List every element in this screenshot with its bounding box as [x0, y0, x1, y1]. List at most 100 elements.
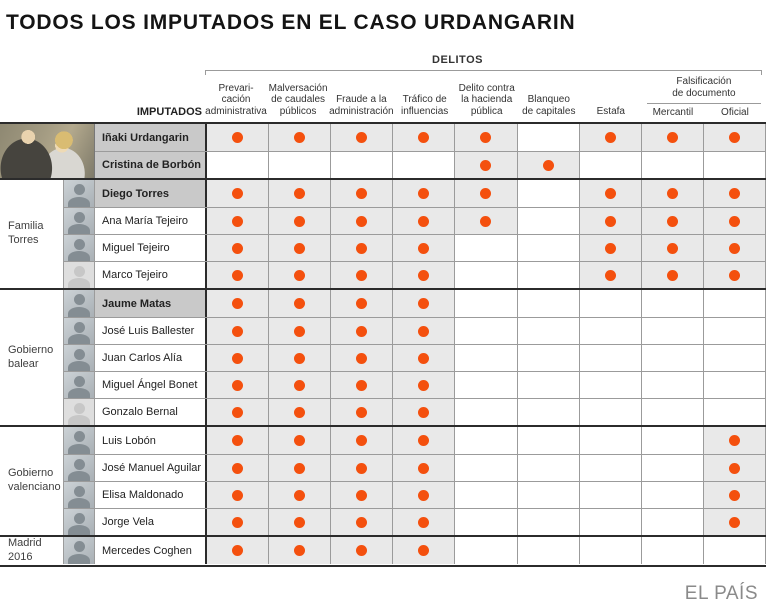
- crime-cell: [640, 124, 703, 151]
- crime-cell: [640, 180, 703, 207]
- crime-cell: [578, 180, 641, 207]
- crime-cell: [702, 509, 766, 535]
- crime-cell: [578, 262, 641, 288]
- crime-cell: [640, 208, 703, 234]
- crime-cells: [205, 318, 766, 344]
- crime-cell: [640, 290, 703, 317]
- column-header: Delito contra la hacienda pública: [458, 82, 515, 118]
- crime-cell: [702, 399, 766, 425]
- crime-cell: [205, 537, 269, 564]
- group-gobierno-valenciano: Gobierno valenciano Luis Lobón José Manuel…: [0, 427, 766, 537]
- column-header: Malversación de caudales públicos: [268, 82, 328, 118]
- crime-cell: [702, 262, 766, 288]
- crime-cell: [205, 180, 269, 207]
- crime-cells: [205, 180, 766, 207]
- crime-cell: [454, 124, 517, 151]
- dot-marker: [418, 462, 430, 474]
- dot-marker: [294, 325, 306, 337]
- person-name: Elisa Maldonado: [95, 482, 205, 508]
- group-label: Gobierno balear: [8, 343, 54, 370]
- table-row: José Luis Ballester: [63, 317, 766, 344]
- dot-marker: [232, 215, 244, 227]
- dot-marker: [418, 352, 430, 364]
- dot-marker: [356, 298, 368, 309]
- crime-cell: [702, 372, 766, 398]
- crime-cell: [516, 124, 579, 151]
- column-header: Fraude a la administración: [329, 94, 394, 118]
- person-name: Diego Torres: [95, 180, 205, 207]
- crime-cell: [392, 180, 455, 207]
- column-headers: Prevari- cación administrativa Malversaci…: [205, 75, 766, 122]
- crime-cell: [392, 235, 455, 261]
- crime-cell: [205, 427, 269, 454]
- person-photo: [63, 235, 95, 261]
- person-name: Iñaki Urdangarin: [95, 124, 205, 151]
- crime-cell: [578, 509, 641, 535]
- person-photo: [63, 208, 95, 234]
- crime-cell: [268, 345, 331, 371]
- crime-cell: [578, 124, 641, 151]
- dot-marker: [418, 298, 430, 309]
- crime-cell: [268, 537, 331, 564]
- dot-marker: [294, 462, 306, 474]
- crime-cell: [702, 208, 766, 234]
- person-photo: [63, 399, 95, 425]
- crime-cell: [392, 262, 455, 288]
- group-rows: Mercedes Coghen: [63, 537, 766, 565]
- crime-cell: [392, 290, 455, 317]
- crime-cell: [702, 345, 766, 371]
- crime-cell: [205, 262, 269, 288]
- dot-marker: [356, 269, 368, 281]
- person-photo: [63, 345, 95, 371]
- crime-cell: [454, 262, 517, 288]
- table-row: Jorge Vela: [63, 508, 766, 535]
- dot-marker: [356, 242, 368, 254]
- crime-cells: [205, 482, 766, 508]
- dot-marker: [728, 188, 740, 199]
- crime-cell: [330, 208, 393, 234]
- crime-cell: [205, 399, 269, 425]
- column-header: Estafa: [596, 106, 625, 118]
- column-header-mercantil: Mercantil: [652, 107, 694, 118]
- person-name: Miguel Tejeiro: [95, 235, 205, 261]
- crime-cell: [702, 290, 766, 317]
- dot-marker: [232, 462, 244, 474]
- dot-marker: [356, 516, 368, 528]
- crime-cell: [392, 482, 455, 508]
- dot-marker: [728, 269, 740, 281]
- crime-cell: [578, 290, 641, 317]
- group-label: Gobierno valenciano: [8, 467, 61, 493]
- dot-marker: [294, 298, 306, 309]
- crime-cell: [640, 262, 703, 288]
- crime-cell: [330, 509, 393, 535]
- crime-cell: [268, 262, 331, 288]
- crime-cell: [392, 152, 455, 178]
- dot-marker: [604, 215, 616, 227]
- crime-cell: [268, 180, 331, 207]
- crime-cell: [268, 482, 331, 508]
- column-header-oficial: Oficial: [721, 107, 749, 118]
- crime-cell: [516, 509, 579, 535]
- person-photo: [63, 482, 95, 508]
- crime-cell: [268, 235, 331, 261]
- dot-marker: [356, 435, 368, 446]
- crime-cell: [392, 537, 455, 564]
- person-photo: [63, 509, 95, 535]
- dot-marker: [232, 489, 244, 501]
- crime-cell: [205, 455, 269, 481]
- table-row: Juan Carlos Alía: [63, 344, 766, 371]
- dot-marker: [418, 132, 430, 143]
- dot-marker: [232, 379, 244, 391]
- crime-cell: [516, 180, 579, 207]
- dot-marker: [418, 215, 430, 227]
- crime-cells: [205, 509, 766, 535]
- crime-cell: [578, 208, 641, 234]
- crime-cell: [702, 180, 766, 207]
- crime-cell: [330, 455, 393, 481]
- table-row: Luis Lobón: [63, 427, 766, 454]
- dot-marker: [294, 188, 306, 199]
- crime-cell: [330, 482, 393, 508]
- dot-marker: [418, 435, 430, 446]
- dot-marker: [294, 489, 306, 501]
- crime-cell: [205, 152, 269, 178]
